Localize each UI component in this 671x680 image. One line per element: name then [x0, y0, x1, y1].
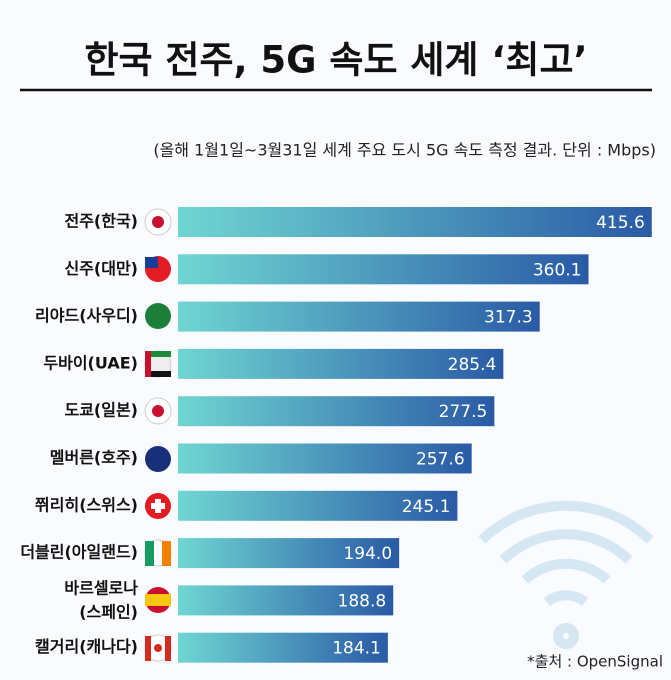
category-label: 전주(한국) — [64, 212, 138, 231]
category-label: 멜버른(호주) — [50, 448, 138, 467]
wifi-icon — [478, 500, 654, 649]
bar — [178, 207, 652, 237]
value-label: 188.8 — [338, 591, 387, 611]
category-label: 도쿄(일본) — [64, 401, 138, 420]
category-label: 두바이(UAE) — [43, 353, 138, 372]
category-label: 쮜리히(스위스) — [35, 495, 138, 514]
flags — [144, 208, 172, 662]
category-label: 더블린(아일랜드) — [20, 543, 138, 562]
bar — [178, 585, 394, 616]
source-note: *출처 : OpenSignal — [527, 653, 663, 671]
category-label: 신주(대만) — [64, 259, 138, 278]
value-label: 194.0 — [343, 544, 392, 564]
value-label: 415.6 — [596, 213, 645, 233]
value-label: 245.1 — [402, 497, 451, 517]
bar — [178, 254, 589, 285]
bar — [178, 538, 400, 569]
bar — [178, 632, 388, 663]
chart-title: 한국 전주, 5G 속도 세계 ‘최고’ — [84, 39, 587, 82]
bar — [178, 396, 495, 427]
value-label: 317.3 — [484, 308, 533, 328]
category-label: 리야드(사우디) — [35, 306, 138, 325]
category-label: 바르셀로나 (스페인) — [64, 578, 138, 621]
value-label: 184.1 — [332, 639, 381, 659]
value-label: 277.5 — [439, 402, 488, 422]
value-label: 285.4 — [448, 355, 497, 375]
value-label: 360.1 — [533, 260, 582, 280]
chart-subtitle: (올해 1월1일~3월31일 세계 주요 도시 5G 속도 측정 결과. 단위 … — [153, 141, 656, 160]
bar — [178, 490, 458, 521]
bar — [178, 301, 540, 332]
value-label: 257.6 — [416, 450, 465, 470]
bar — [178, 443, 472, 474]
bar — [178, 348, 504, 379]
category-label: 캘거리(캐나다) — [35, 637, 138, 656]
